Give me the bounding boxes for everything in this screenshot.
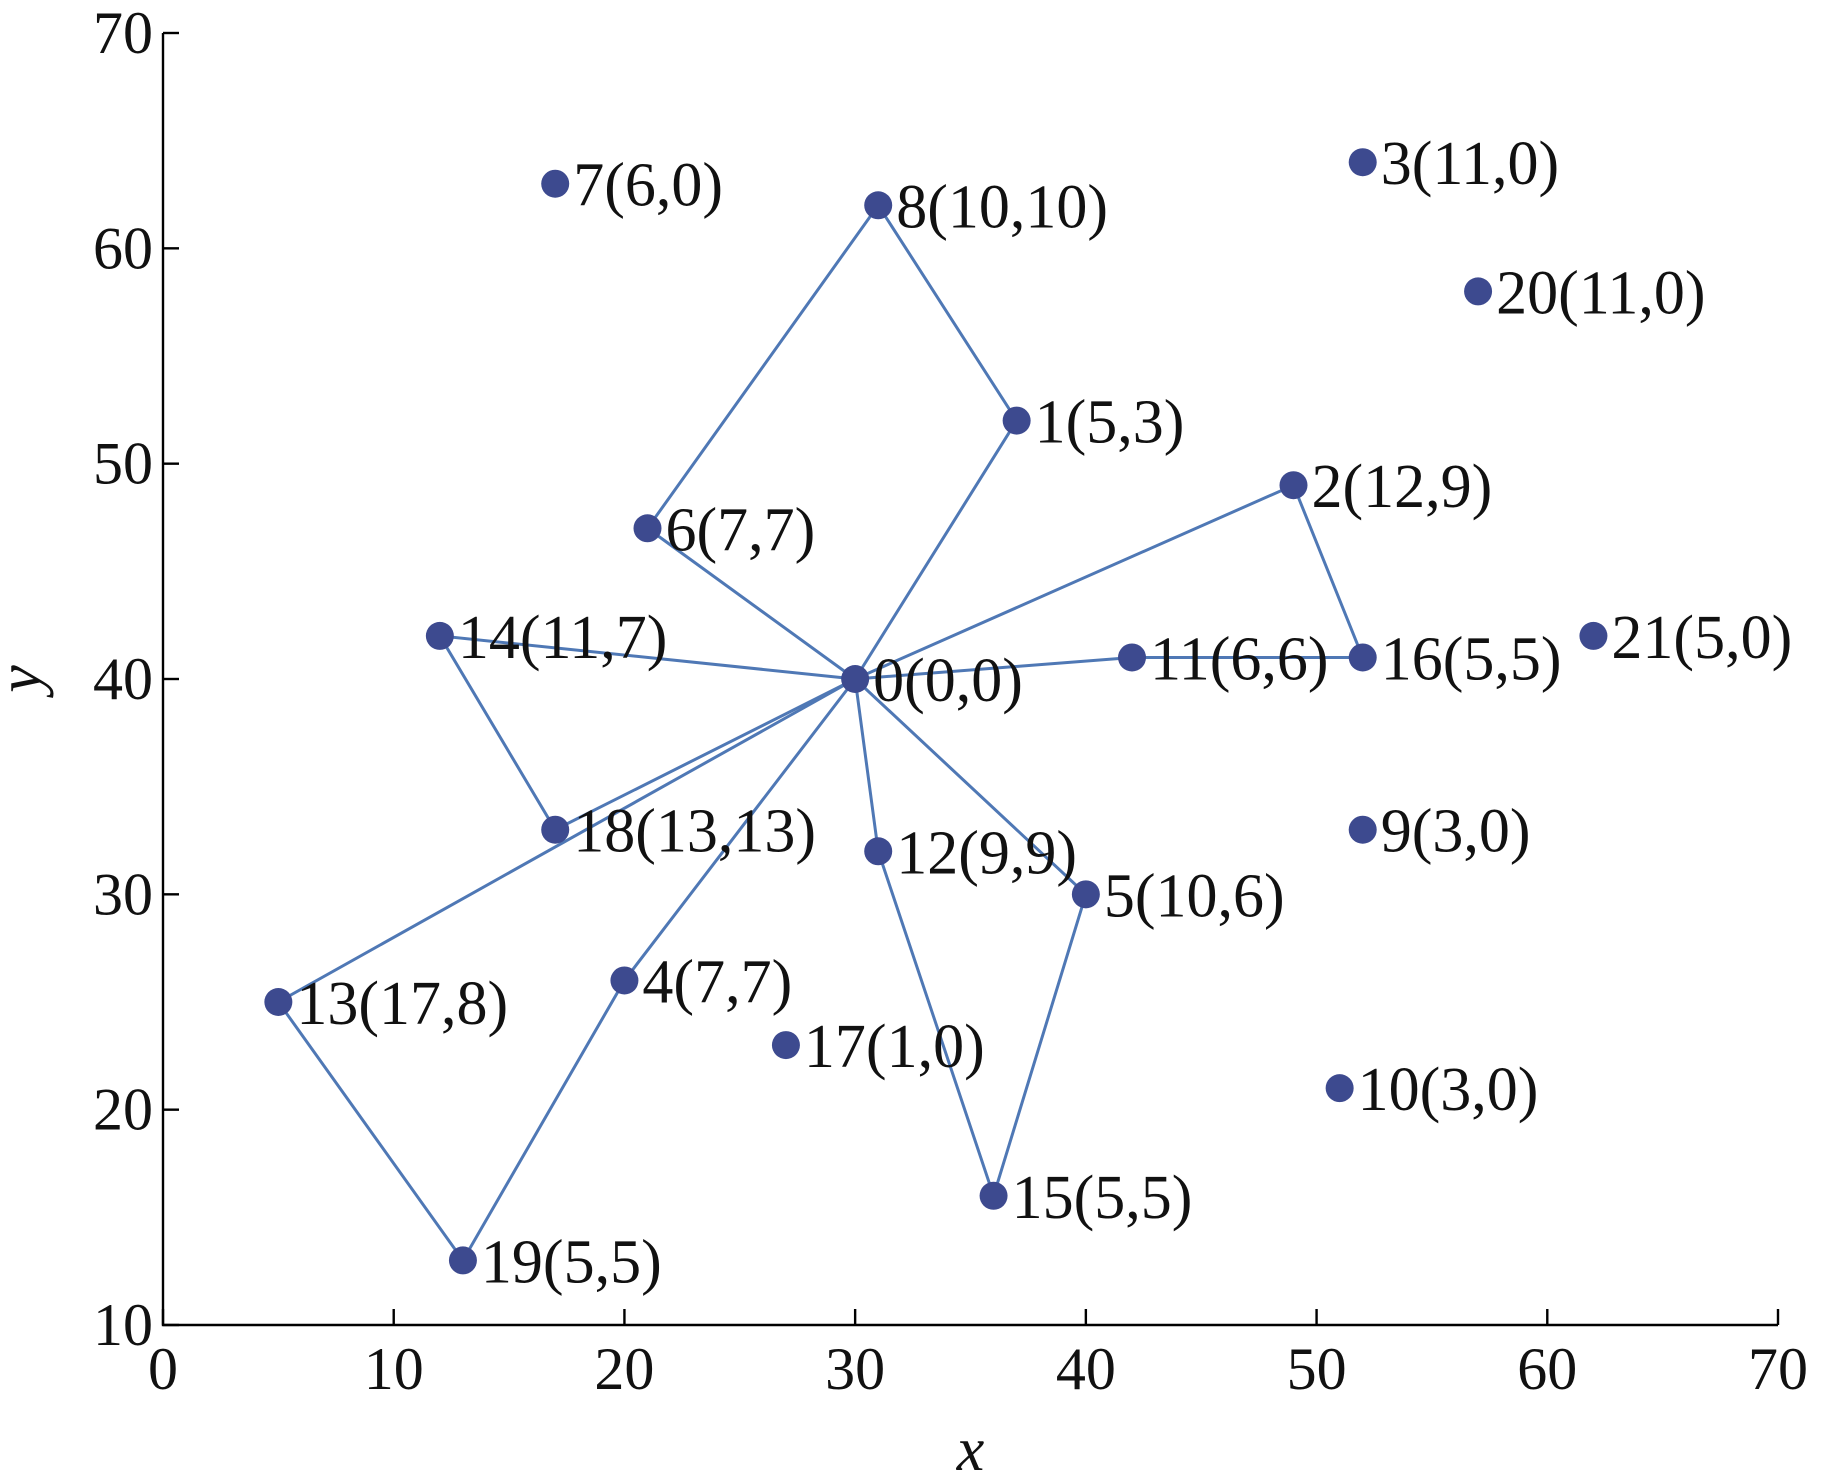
point-15-label: 15(5,5) [1012,1164,1193,1232]
point-11-marker [1118,643,1146,672]
point-15-marker [979,1181,1008,1210]
point-8-label: 8(10,10) [896,173,1108,241]
y-axis-title: y [0,665,54,699]
point-0-label: 0(0,0) [873,647,1023,715]
point-20-marker [1464,277,1493,306]
x-tick-label: 10 [364,1336,424,1402]
point-9-marker [1348,815,1377,844]
point-18-label: 18(13,13) [573,798,816,866]
point-0-marker [841,665,870,693]
point-8-marker [864,191,893,220]
point-17-marker [771,1031,800,1060]
point-17-label: 17(1,0) [804,1013,985,1081]
point-2-marker [1279,471,1308,500]
point-21-label: 21(5,0) [1611,604,1792,672]
y-tick-label: 20 [93,1077,153,1143]
y-tick-label: 30 [93,861,153,927]
y-tick-label: 10 [93,1292,153,1358]
x-tick-label: 70 [1748,1336,1808,1402]
y-tick-label: 60 [93,215,153,281]
point-7-marker [541,169,570,198]
point-6-label: 6(7,7) [666,496,816,564]
point-5-label: 5(10,6) [1104,862,1285,930]
point-16-label: 16(5,5) [1381,625,1562,693]
point-12-marker [864,837,893,866]
route-3-line [853,677,1088,1201]
point-4-label: 4(7,7) [642,948,792,1016]
point-9-label: 9(3,0) [1381,798,1531,866]
x-tick-label: 60 [1517,1336,1577,1402]
x-tick-label: 20 [594,1336,654,1402]
x-tick-label: 30 [825,1336,885,1402]
point-1-marker [1002,406,1031,435]
x-tick-label: 40 [1056,1336,1116,1402]
x-tick-label: 50 [1287,1336,1347,1402]
point-10-label: 10(3,0) [1358,1056,1539,1124]
point-18-marker [541,815,570,844]
point-3-label: 3(11,0) [1381,130,1560,198]
point-10-marker [1325,1074,1354,1103]
point-2-label: 2(12,9) [1312,453,1493,521]
point-16-marker [1348,643,1377,672]
y-tick-label: 40 [93,646,153,712]
point-1-label: 1(5,3) [1035,389,1185,457]
point-5-marker [1071,880,1100,909]
route-1-line [645,202,1019,681]
point-13-label: 13(17,8) [296,970,508,1038]
point-4-marker [610,966,639,995]
point-3-marker [1348,148,1377,177]
point-11-label: 11(6,6) [1150,625,1329,693]
point-19-label: 19(5,5) [481,1228,662,1296]
route-edges [276,202,1365,1264]
point-20-label: 20(11,0) [1496,259,1706,327]
x-axis-title: x [956,1416,985,1479]
point-6-marker [633,514,662,543]
route-5-line [437,634,856,832]
point-7-label: 7(6,0) [573,152,723,220]
customer-points [264,148,1608,1275]
x-axis-ticks: 0 10 20 30 40 50 60 70 [148,1309,1808,1402]
point-13-marker [264,988,293,1016]
point-21-marker [1579,621,1608,650]
point-14-marker [425,621,454,650]
point-19-marker [448,1246,477,1275]
y-tick-label: 50 [93,431,153,497]
x-tick-label: 0 [148,1336,178,1402]
point-labels: 0(0,0) 1(5,3) 2(12,9) 3(11,0) 4(7,7) 5(10,6) 6… [296,130,1792,1296]
y-tick-label: 70 [93,0,153,66]
point-12-label: 12(9,9) [896,819,1077,887]
point-14-label: 14(11,7) [458,604,668,672]
y-axis-ticks: 10 20 30 40 50 60 70 [93,0,179,1358]
